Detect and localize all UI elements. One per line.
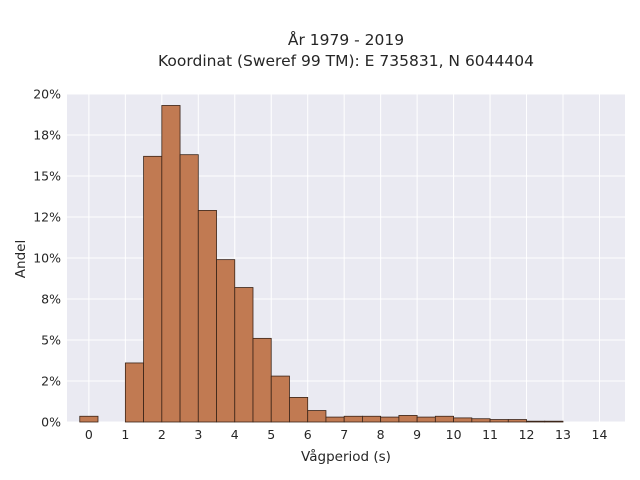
y-tick-label: 18%: [33, 128, 61, 143]
histogram-bar: [434, 415, 454, 423]
chart-subtitle: Koordinat (Sweref 99 TM): E 735831, N 60…: [158, 52, 534, 70]
histogram-bar: [143, 155, 163, 423]
x-tick-labels: 0 1 2 3 4 5 6 7 8 9 10 11 12 13 14: [85, 427, 608, 442]
histogram-bar: [544, 420, 564, 423]
y-tick-label: 15%: [33, 169, 61, 184]
y-tick-label: 2%: [41, 374, 61, 389]
histogram-bar: [416, 416, 436, 423]
y-axis-label: Andel: [13, 240, 29, 278]
histogram-bar: [270, 375, 290, 423]
x-tick-label: 12: [519, 427, 535, 442]
histogram-bar: [234, 287, 254, 423]
y-tick-label: 0%: [41, 415, 61, 430]
bars-group: [79, 105, 564, 423]
histogram-bar: [79, 415, 99, 423]
histogram-bar: [252, 337, 272, 423]
histogram-bar: [307, 410, 327, 423]
x-tick-label: 10: [446, 427, 462, 442]
histogram-bar: [398, 415, 418, 423]
x-tick-label: 5: [267, 427, 275, 442]
histogram-bar: [325, 416, 345, 423]
x-tick-label: 7: [340, 427, 348, 442]
histogram-bar: [343, 415, 363, 423]
x-tick-label: 0: [85, 427, 93, 442]
histogram-bar: [197, 210, 217, 423]
x-tick-label: 14: [592, 427, 608, 442]
y-tick-labels: 0% 2% 5% 8% 10% 12% 15% 18% 20%: [33, 87, 61, 430]
histogram-bar: [489, 419, 509, 423]
histogram-bar: [216, 259, 236, 423]
y-tick-label: 12%: [33, 210, 61, 225]
x-tick-label: 9: [413, 427, 421, 442]
y-tick-label: 20%: [33, 87, 61, 102]
histogram-bar: [362, 415, 382, 423]
x-tick-label: 1: [121, 427, 129, 442]
x-tick-label: 3: [194, 427, 202, 442]
histogram-bar: [124, 362, 144, 423]
x-tick-label: 11: [482, 427, 498, 442]
x-tick-label: 4: [231, 427, 239, 442]
x-tick-label: 8: [377, 427, 385, 442]
histogram-bar: [471, 418, 491, 423]
x-tick-label: 2: [158, 427, 166, 442]
y-tick-label: 10%: [33, 251, 61, 266]
histogram-bar: [179, 154, 199, 423]
x-tick-label: 6: [304, 427, 312, 442]
histogram-bar: [507, 419, 527, 423]
y-tick-label: 8%: [41, 292, 61, 307]
histogram-bar: [380, 416, 400, 423]
histogram-bar: [453, 417, 473, 423]
y-tick-label: 5%: [41, 333, 61, 348]
x-tick-label: 13: [555, 427, 571, 442]
chart-title: År 1979 - 2019: [288, 30, 404, 49]
histogram-bar: [526, 420, 546, 423]
histogram-bar: [161, 105, 181, 423]
x-axis-label: Vågperiod (s): [301, 448, 391, 465]
histogram-bar: [289, 396, 309, 423]
